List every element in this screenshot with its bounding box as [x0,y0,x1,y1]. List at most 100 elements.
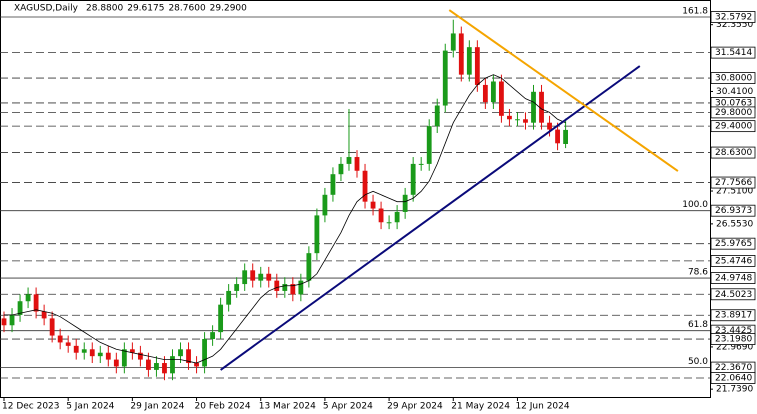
x-tick-label: 5 Jan 2024 [66,402,114,412]
level-box [710,120,756,133]
candle-body [250,270,256,281]
candle-body [507,115,512,120]
level-box [710,309,756,322]
level-box [710,333,756,345]
level-label: 26.9373 [715,206,752,216]
fib-label: 61.8 [688,320,708,330]
candle-body [563,129,568,144]
y-tick-label: 30.4100 [716,87,753,97]
level-box [710,106,756,119]
y-tick-label: 32.3550 [716,20,753,30]
candle-body [73,345,79,353]
candle-body [450,33,456,51]
level-box [710,46,756,59]
candle-body [282,284,288,291]
candle-body [418,163,424,165]
level-label: 23.4425 [715,326,752,336]
candle-body [146,359,151,370]
candle-body [499,81,504,116]
level-label: 30.0763 [715,98,752,108]
x-tick-label: 5 Apr 2024 [323,402,373,412]
candle-body [402,194,408,212]
level-label: 28.6300 [715,148,752,158]
fib-label: 100.0 [682,200,708,210]
candle-body [202,338,207,367]
ohlc-label: 29.2900 [210,4,247,14]
y-tick-label: 26.5530 [716,219,753,229]
level-label: 23.8917 [715,311,752,321]
level-box [710,272,756,284]
fib-label: 78.6 [688,268,708,278]
candle-body [410,163,416,195]
candle-body [1,318,7,326]
candle-body [9,314,15,326]
x-tick-label: 12 Jun 2024 [515,402,569,412]
candle-body [210,332,216,339]
y-tick-label: 22.9690 [716,342,753,352]
x-tick-label: 29 Apr 2024 [387,402,443,412]
level-box [710,11,756,23]
x-tick-label: 20 Feb 2024 [195,402,251,412]
candle-body [474,47,480,85]
candle-body [170,356,175,374]
candle-body [89,349,95,357]
candle-body [105,352,111,360]
level-box [710,176,756,189]
candle-body [137,352,143,360]
candle-body [338,163,344,175]
level-label: 25.9765 [715,239,752,249]
candle-body [426,126,432,164]
x-tick-label: 13 Mar 2024 [259,402,316,412]
level-box [710,288,756,301]
candle-body [218,304,224,333]
level-label: 27.7566 [715,178,752,188]
trend-line [220,65,641,371]
candle-body [458,33,464,75]
level-label: 29.8000 [715,108,752,118]
level-box [710,237,756,250]
candle-body [482,84,488,103]
level-box [710,204,756,217]
candle-body [234,284,240,291]
y-tick-label: 21.7390 [716,385,753,395]
level-box [710,146,756,159]
fib-label: 161.8 [682,6,708,16]
candle-body [65,342,71,346]
candle-body [539,91,544,123]
candle-body [466,47,472,75]
candle-body [25,294,31,302]
candle-body [274,280,280,291]
level-label: 24.5023 [715,290,752,300]
plot-frame [0,0,711,398]
candle-body [178,349,183,357]
level-label: 22.0640 [715,373,752,383]
candle-body [258,273,264,281]
candle-body [226,290,232,305]
candle-body [386,222,392,224]
x-tick-label: 21 May 2024 [451,402,510,412]
candle-body [354,157,360,171]
x-tick-label: 29 Jan 2024 [130,402,184,412]
candle-body [378,208,384,223]
candle-body [531,91,536,123]
level-label: 24.9748 [715,274,752,284]
candle-body [490,81,496,103]
candle-body [57,335,63,343]
level-box [710,72,756,84]
trend-line [448,9,679,172]
candle-body [555,129,560,144]
level-label: 25.4746 [715,256,752,266]
candle-body [154,363,159,370]
x-tick-label: 12 Dec 2023 [2,402,60,412]
candle-body [162,363,167,374]
candle-body [121,349,127,367]
candle-body [33,294,39,312]
level-label: 22.3670 [715,363,752,373]
candle-body [186,349,191,364]
candle-body [242,270,248,285]
candle-body [322,194,328,216]
candle-body [515,119,520,121]
candle-body [523,119,528,123]
